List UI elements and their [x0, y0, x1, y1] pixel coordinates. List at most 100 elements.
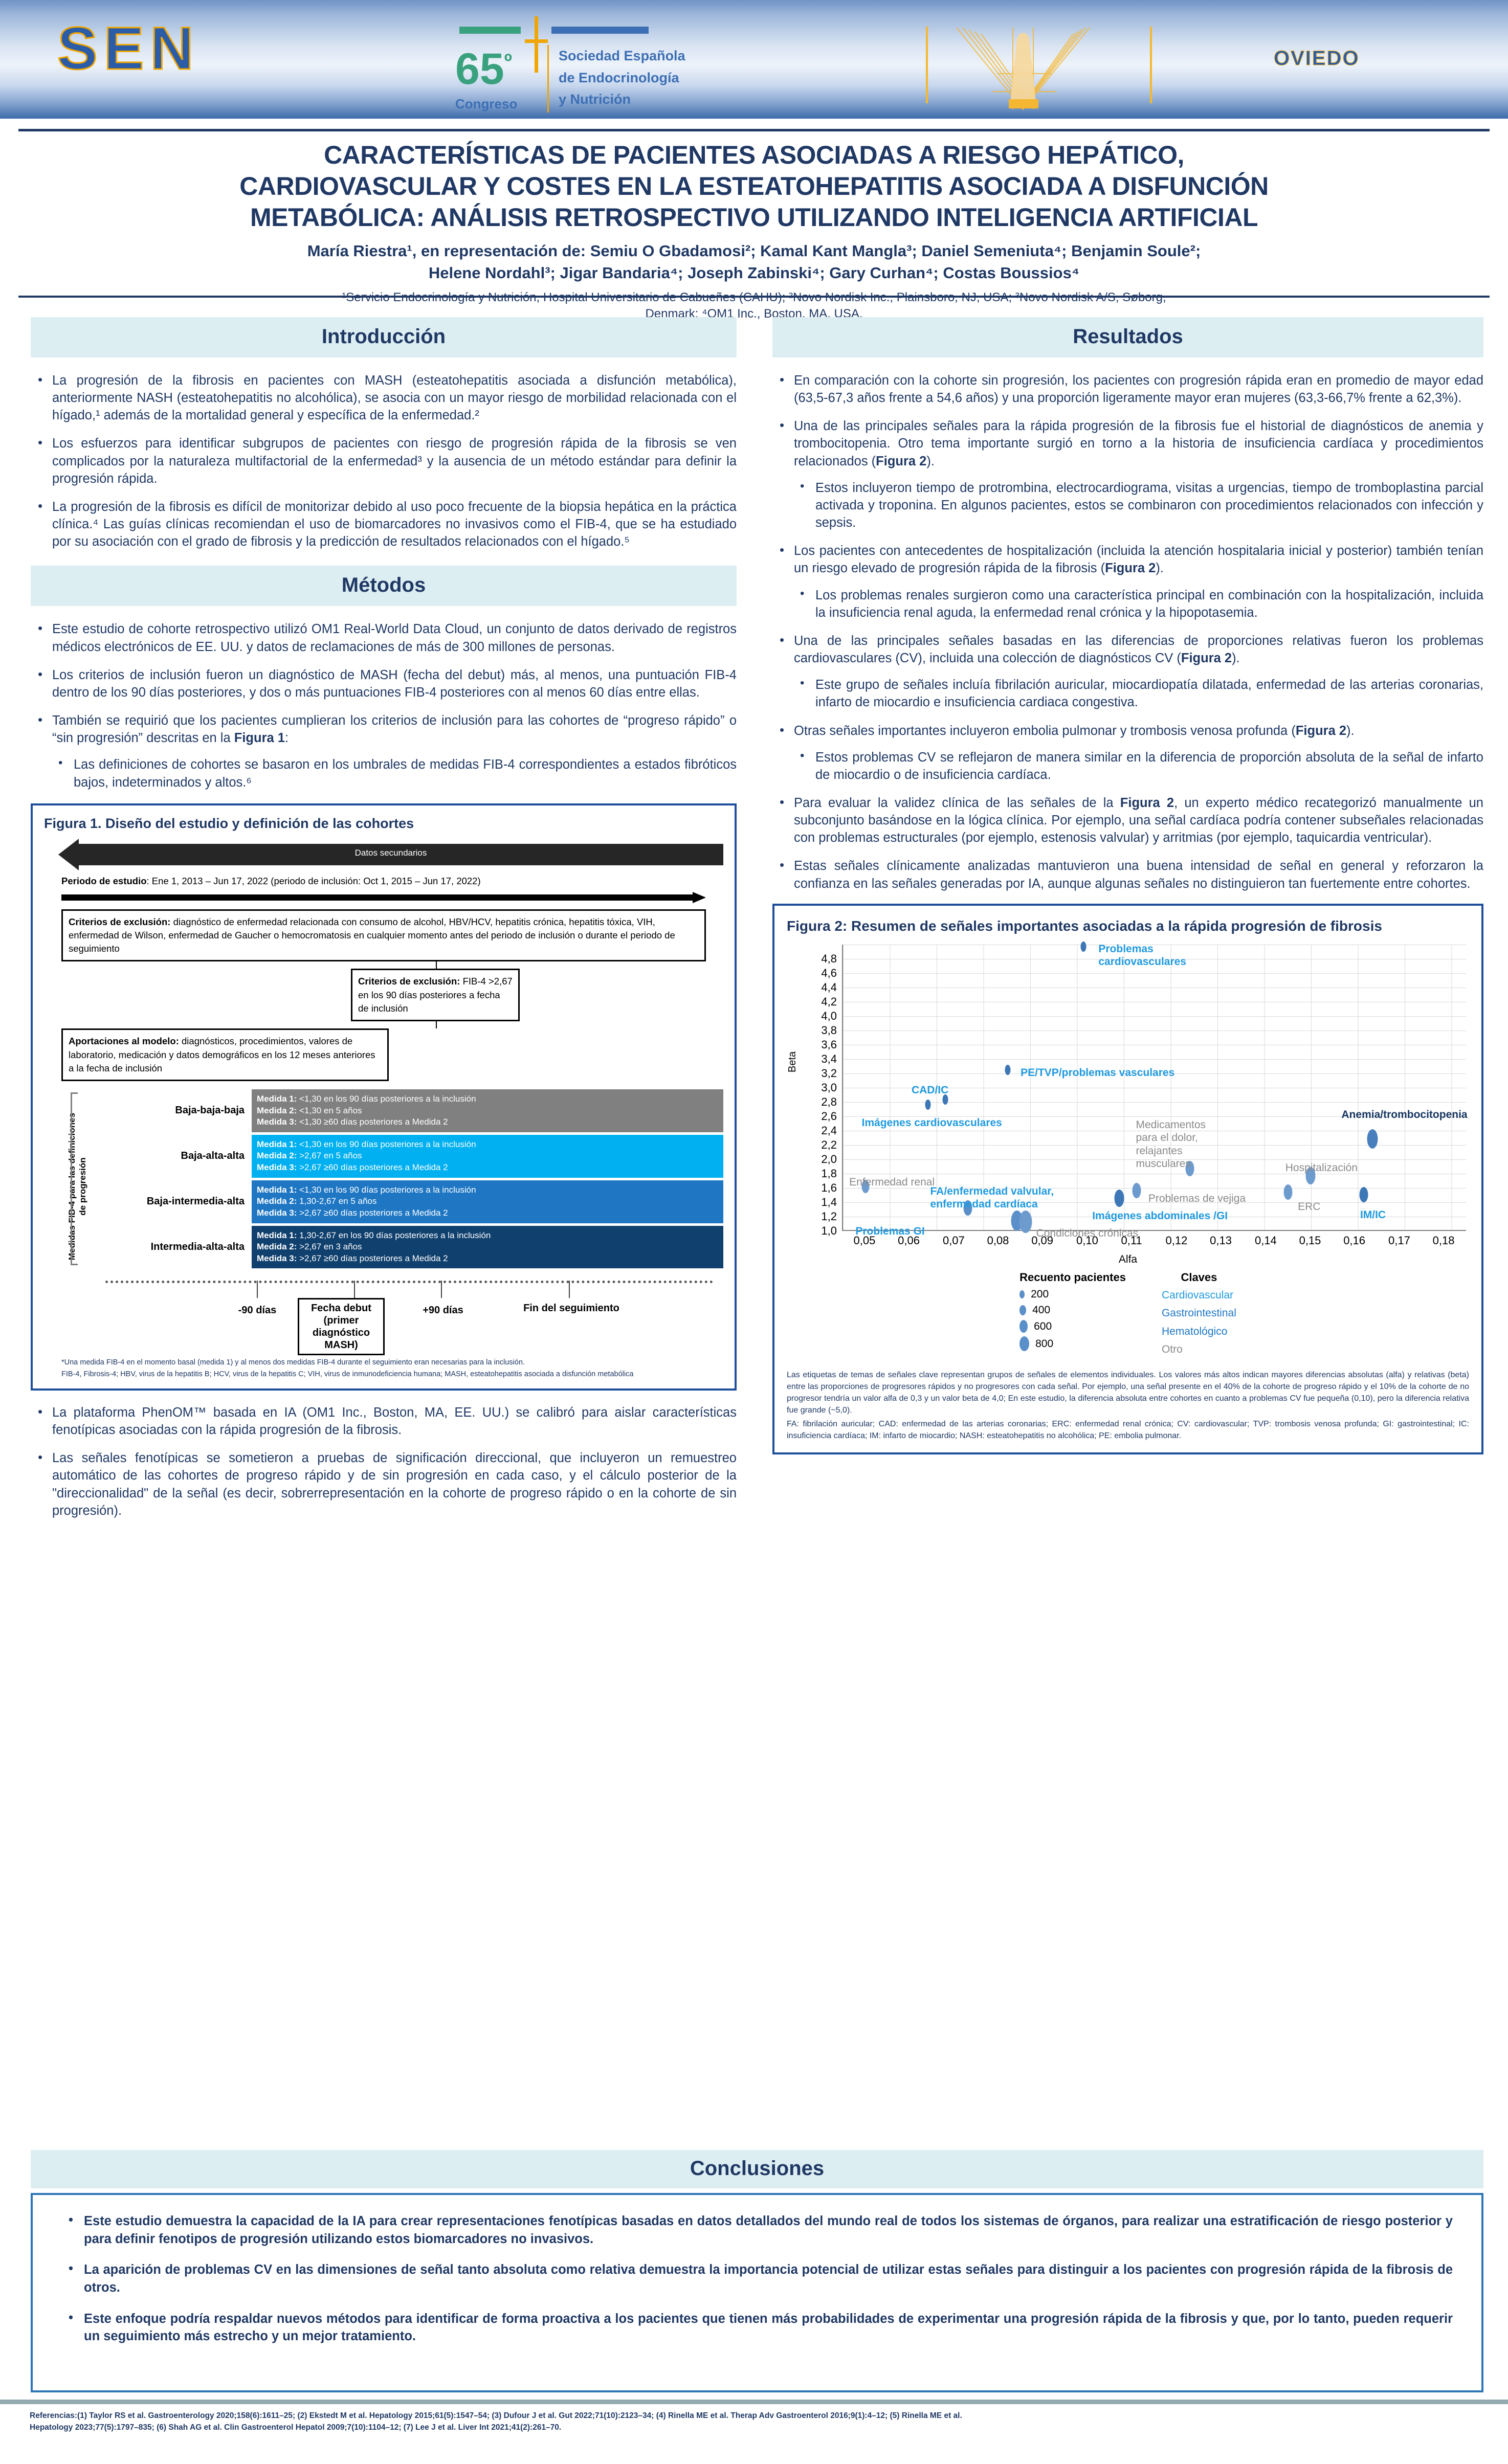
cohort-name: Baja-intermedia-alta [146, 1196, 245, 1207]
right-column: Resultados En comparación con la cohorte… [772, 317, 1483, 1454]
bridge-rule-right [1150, 27, 1152, 103]
y-tick: 3,8 [821, 1024, 837, 1037]
methods-sub-bullet: Las definiciones de cohortes se basaron … [52, 755, 737, 791]
data-point-hospitalizacion [1305, 1167, 1315, 1185]
figure-1-title: Figura 1. Diseño del estudio y definició… [44, 815, 414, 831]
figure1-timeline: -90 días Fecha debut (primer diagnóstico… [88, 1275, 723, 1356]
medida-value: >2,67 ≥60 días posteriores a Medida 2 [297, 1162, 448, 1173]
medida-label: Medida 1: [257, 1094, 297, 1104]
results-sub-list: Estos problemas CV se reflejaron de mane… [794, 748, 1483, 783]
medida-value: 1,30-2,67 en 5 años [297, 1196, 377, 1206]
data-point-imagenes-abdominales [963, 1200, 972, 1216]
data-point-condiciones-cronicas [1019, 1211, 1032, 1234]
x-tick: 0,05 [853, 1234, 876, 1247]
legend-dot-icon [1019, 1305, 1027, 1316]
medida-value: <1,30 en los 90 días posteriores a la in… [297, 1184, 476, 1195]
point-label-pe-tvp: PE/TVP/problemas vasculares [1021, 1067, 1175, 1079]
timeline-label-plus90: +90 días [423, 1305, 463, 1316]
x-tick: 0,06 [898, 1234, 920, 1247]
bridge-icon [956, 27, 1090, 110]
results-b3-pre: Los pacientes con antecedentes de hospit… [794, 544, 1483, 576]
point-label-fa-enfermedad-valvular: FA/enfermedad valvular, enfermedad cardí… [930, 1185, 1054, 1211]
intro-bullet-list: La progresión de la fibrosis en paciente… [31, 371, 737, 550]
y-tick: 2,2 [821, 1138, 837, 1152]
data-point-im-ic [1359, 1187, 1368, 1203]
arrow-shaft [77, 843, 723, 865]
legend-count-value: 400 [1032, 1304, 1051, 1316]
y-tick: 1,2 [821, 1210, 837, 1223]
data-point-pe-tvp [1005, 1065, 1011, 1076]
cohort-definitions: Medidas FIB-4 para las definiciones de p… [44, 1089, 723, 1269]
author-line-2: Helene Nordahl³; Jigar Bandaria⁴; Joseph… [428, 263, 1080, 282]
figura2-ref: Figura 2 [1295, 723, 1347, 738]
y-axis-title: Beta [787, 1051, 798, 1073]
model-inputs-label: Aportaciones al modelo: [69, 1036, 179, 1047]
secondary-data-label: Datos secundarios [354, 847, 427, 858]
cohort-row: Baja-intermedia-alta Medida 1: <1,30 en … [83, 1180, 723, 1223]
sen-logo: SEN [57, 18, 323, 116]
legend-count-row: 400 [1019, 1304, 1126, 1316]
methods-bullet3-post: : [284, 731, 289, 746]
y-tick: 4,2 [821, 995, 837, 1009]
section-heading-introduccion: Introducción [31, 317, 737, 357]
results-b2-pre: Una de las principales señales para la r… [794, 419, 1483, 468]
results-sub-list: Estos incluyeron tiempo de protrombina, … [794, 478, 1483, 531]
medida-value: >2,67 en 3 años [297, 1242, 362, 1252]
y-tick: 1,4 [821, 1196, 837, 1209]
medida-value: <1,30 en los 90 días posteriores a la in… [297, 1094, 476, 1104]
medida-label: Medida 1: [257, 1230, 297, 1240]
results-sub-bullet: Los problemas renales surgieron como una… [794, 586, 1483, 621]
poster-title-line-2: CARDIOVASCULAR Y COSTES EN LA ESTEATOHEP… [239, 172, 1269, 200]
point-label-hospitalizacion: Hospitalización [1285, 1162, 1358, 1174]
model-inputs-text: diagnósticos, procedimientos, valores de… [69, 1036, 375, 1073]
results-bullet: Otras señales importantes incluyeron emb… [772, 721, 1483, 783]
exclusion-criteria-text: diagnóstico de enfermedad relacionada co… [69, 916, 675, 954]
legend-count-value: 200 [1031, 1288, 1049, 1301]
results-bullet: En comparación con la cohorte sin progre… [772, 371, 1483, 407]
results-sub-bullet: Este grupo de señales incluía fibrilació… [794, 675, 1483, 711]
results-bullet: Los pacientes con antecedentes de hospit… [772, 541, 1483, 621]
logo-bar-green [459, 27, 521, 34]
author-line-1: María Riestra¹, en representación de: Se… [307, 242, 1201, 260]
legend-count-value: 800 [1035, 1337, 1054, 1350]
conclusions-bullet-list: Este estudio demuestra la capacidad de l… [61, 2211, 1453, 2345]
point-label-problemas-vejiga: Problemas de vejiga [1148, 1193, 1246, 1205]
medida-value: >2,67 ≥60 días posteriores a Medida 2 [297, 1207, 448, 1218]
legend-dot-icon [1019, 1320, 1028, 1333]
logo-divider [547, 45, 549, 113]
results-bullet: Para evaluar la validez clínica de las s… [772, 793, 1483, 846]
bridge-rule-left [926, 27, 928, 103]
results-sub-bullet: Estos problemas CV se reflejaron de mane… [794, 748, 1483, 783]
arrow-head-right-icon [693, 891, 706, 903]
figura1-ref: Figura 1 [234, 731, 285, 746]
y-tick: 3,4 [821, 1052, 837, 1066]
reference-line-2: Hepatology 2023;77(5):1797–835; (6) Shah… [30, 2423, 562, 2432]
legend-count-value: 600 [1034, 1320, 1052, 1332]
section-heading-conclusiones: Conclusiones [31, 2150, 1483, 2188]
results-b3-post: ). [1156, 561, 1164, 576]
figure-1: Figura 1. Diseño del estudio y definició… [31, 803, 737, 1391]
data-point-cad-ic [942, 1094, 948, 1105]
medida-value: >2,67 en 5 años [297, 1151, 362, 1161]
connector-line [436, 1021, 437, 1029]
exclusion-criteria-fib4-box: Criterios de exclusión: FIB-4 >2,67 en l… [351, 969, 520, 1022]
methods-bullet-list: Este estudio de cohorte retrospectivo ut… [31, 619, 737, 791]
medida-value: >2,67 ≥60 días posteriores a Medida 2 [297, 1253, 448, 1263]
y-tick: 3,6 [821, 1038, 837, 1051]
y-tick: 1,0 [821, 1224, 837, 1238]
poster-title-line-3: METABÓLICA: ANÁLISIS RETROSPECTIVO UTILI… [250, 203, 1258, 232]
y-tick: 2,6 [821, 1110, 837, 1123]
legend-count-row: 600 [1019, 1320, 1126, 1333]
legend-dot-icon [1019, 1336, 1030, 1352]
figure-2-plot: Beta 4,8 4,6 4,4 4,2 4,0 3,8 3,6 3,4 3,2… [787, 942, 1469, 1265]
medida-value: 1,30-2,67 en los 90 días posteriores a l… [297, 1230, 491, 1240]
data-point-anemia-trombocitopenia [1367, 1129, 1378, 1149]
data-point-fa-enfermedad-valvular [1114, 1190, 1124, 1207]
exclusion-fib4-text: FIB-4 >2,67 en los 90 días posteriores a… [358, 976, 513, 1014]
congress-banner: SEN 65º Congreso Sociedad Española de En… [0, 0, 1508, 119]
legend-count-heading: Recuento pacientes [1019, 1271, 1126, 1284]
x-tick: 0,17 [1388, 1234, 1410, 1247]
data-point-problemas-cardiovasculares [1080, 942, 1086, 952]
legend-count-column: Recuento pacientes 200 400 600 800 [1019, 1271, 1126, 1360]
y-tick: 1,6 [821, 1181, 837, 1195]
